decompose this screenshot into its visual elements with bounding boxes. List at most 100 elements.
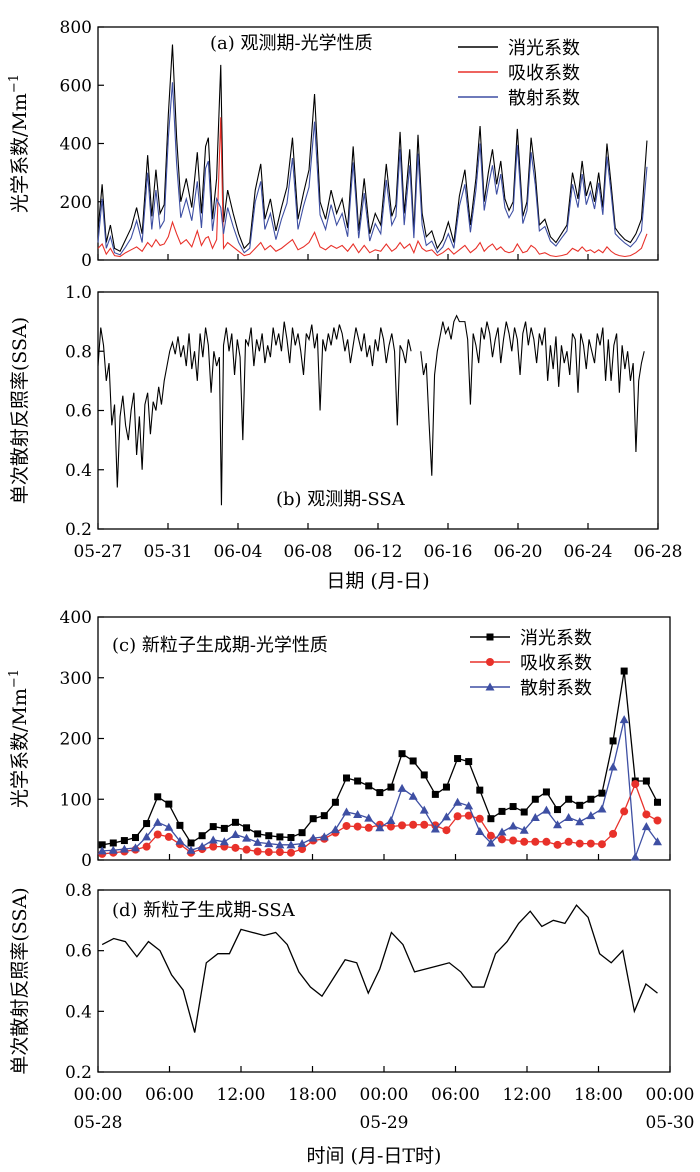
point-c-0	[243, 824, 251, 832]
point-c-0	[576, 801, 584, 809]
point-c-2	[364, 813, 374, 822]
point-c-1	[442, 826, 451, 835]
point-c-0	[231, 818, 239, 826]
panel-b-ytick-label: 0.6	[65, 402, 92, 422]
point-c-2	[230, 829, 240, 838]
panel-b: 0.2 0.4 0.6 0.8 1.0 单次散射反照率(SSA) 05-27 05-31 06-…	[9, 283, 683, 592]
point-c-2	[375, 823, 385, 832]
point-c-1	[597, 840, 606, 849]
point-c-0	[554, 806, 562, 814]
point-c-0	[653, 798, 661, 806]
panel-b-xlabel: 日期 (月-日)	[326, 570, 429, 592]
point-c-2	[142, 832, 152, 841]
panel-b-xtick-label: 06-16	[423, 542, 472, 562]
point-c-0	[409, 757, 417, 765]
panel-a: 0 200 400 600 800 光学系数/Mm−1 (a) 观测期-光学性质	[7, 18, 659, 271]
point-c-0	[420, 771, 428, 779]
point-c-2	[641, 822, 651, 831]
panel-b-ytick-label: 0.2	[65, 520, 92, 540]
panel-d-xtick-label: 18:00	[574, 1085, 623, 1105]
point-c-2	[441, 812, 451, 821]
panel-a-ylabel: 光学系数/Mm−1	[7, 74, 31, 213]
point-c-1	[497, 835, 506, 844]
panel-d-ylabel: 单次散射反照率(SSA)	[9, 887, 31, 1074]
point-c-2	[108, 845, 118, 854]
series-b-0	[97, 321, 412, 506]
ylabel-text: 光学系数/Mm	[9, 688, 31, 808]
point-c-1	[242, 845, 251, 854]
point-c-0	[587, 795, 595, 803]
point-c-2	[408, 791, 418, 800]
panel-c: 0 100 200 300 400 光学系数/Mm−1 (c) 新粒子生成期-光学性质	[7, 608, 671, 871]
point-c-0	[287, 834, 295, 842]
panel-c-ytick-label: 400	[60, 608, 92, 628]
point-c-0	[276, 833, 284, 841]
legend-label-1: 吸收系数	[508, 63, 580, 84]
point-c-0	[487, 815, 495, 823]
point-c-0	[109, 839, 117, 847]
panel-d-xtick-label: 12:00	[503, 1085, 552, 1105]
point-c-1	[464, 811, 473, 820]
point-c-1	[398, 821, 407, 830]
point-c-1	[542, 837, 551, 846]
panel-d-xtick-label: 00:00	[360, 1085, 409, 1105]
ylabel-text: 单次散射反照率(SSA)	[9, 887, 31, 1074]
panel-a-ytick-label: 400	[60, 135, 92, 155]
point-c-1	[653, 816, 662, 825]
legend-label-2: 散射系数	[520, 678, 592, 699]
panel-d-ytick-label: 0.6	[65, 942, 92, 962]
point-c-2	[164, 822, 174, 831]
point-c-0	[343, 774, 351, 782]
point-c-1	[631, 780, 640, 789]
point-c-2	[497, 827, 507, 836]
point-c-0	[198, 832, 206, 840]
point-c-2	[575, 817, 585, 826]
panel-b-xtick-label: 05-27	[73, 542, 122, 562]
point-c-1	[642, 810, 651, 819]
point-c-2	[353, 809, 363, 818]
point-c-1	[209, 842, 218, 851]
panel-b-xtick-label: 05-31	[143, 542, 192, 562]
point-c-2	[342, 807, 352, 816]
point-c-2	[386, 816, 396, 825]
point-c-0	[320, 812, 328, 820]
series-a-0	[97, 44, 648, 253]
point-c-2	[652, 837, 662, 846]
panel-d-xtick-label: 00:00	[74, 1085, 123, 1105]
point-c-2	[464, 801, 474, 810]
point-c-0	[98, 841, 106, 849]
panel-a-ytick-label: 0	[81, 251, 92, 271]
point-c-0	[209, 823, 217, 831]
series-d-0	[101, 904, 658, 1033]
panel-b-xtick-label: 06-24	[563, 542, 612, 562]
point-c-0	[165, 800, 173, 808]
panel-c-ytick-label: 100	[60, 790, 92, 810]
point-c-0	[331, 798, 339, 806]
point-c-0	[542, 788, 550, 796]
point-c-2	[308, 833, 318, 842]
panel-b-xtick-label: 06-28	[633, 542, 682, 562]
point-c-0	[454, 755, 462, 763]
panel-d: 0.2 0.4 0.6 0.8 单次散射反照率(SSA) 00:00 05-28 06:00 1…	[9, 881, 695, 1167]
panel-b-xtick-label: 06-20	[493, 542, 542, 562]
point-c-1	[164, 832, 173, 841]
point-c-0	[509, 803, 517, 811]
point-c-2	[119, 844, 129, 853]
panel-d-ytick-label: 0.4	[65, 1002, 92, 1022]
point-c-0	[442, 783, 450, 791]
point-c-2	[453, 797, 463, 806]
point-c-2	[553, 820, 563, 829]
panel-d-xtick-label: 06:00	[431, 1085, 480, 1105]
point-c-1	[364, 823, 373, 832]
point-c-1	[275, 848, 284, 857]
point-c-0	[120, 837, 128, 845]
panel-b-xtick-label: 06-08	[283, 542, 332, 562]
point-c-1	[509, 836, 518, 845]
point-c-2	[608, 762, 618, 771]
ylabel-text: 光学系数/Mm	[9, 93, 31, 213]
point-c-0	[376, 789, 384, 797]
point-c-0	[143, 820, 151, 828]
